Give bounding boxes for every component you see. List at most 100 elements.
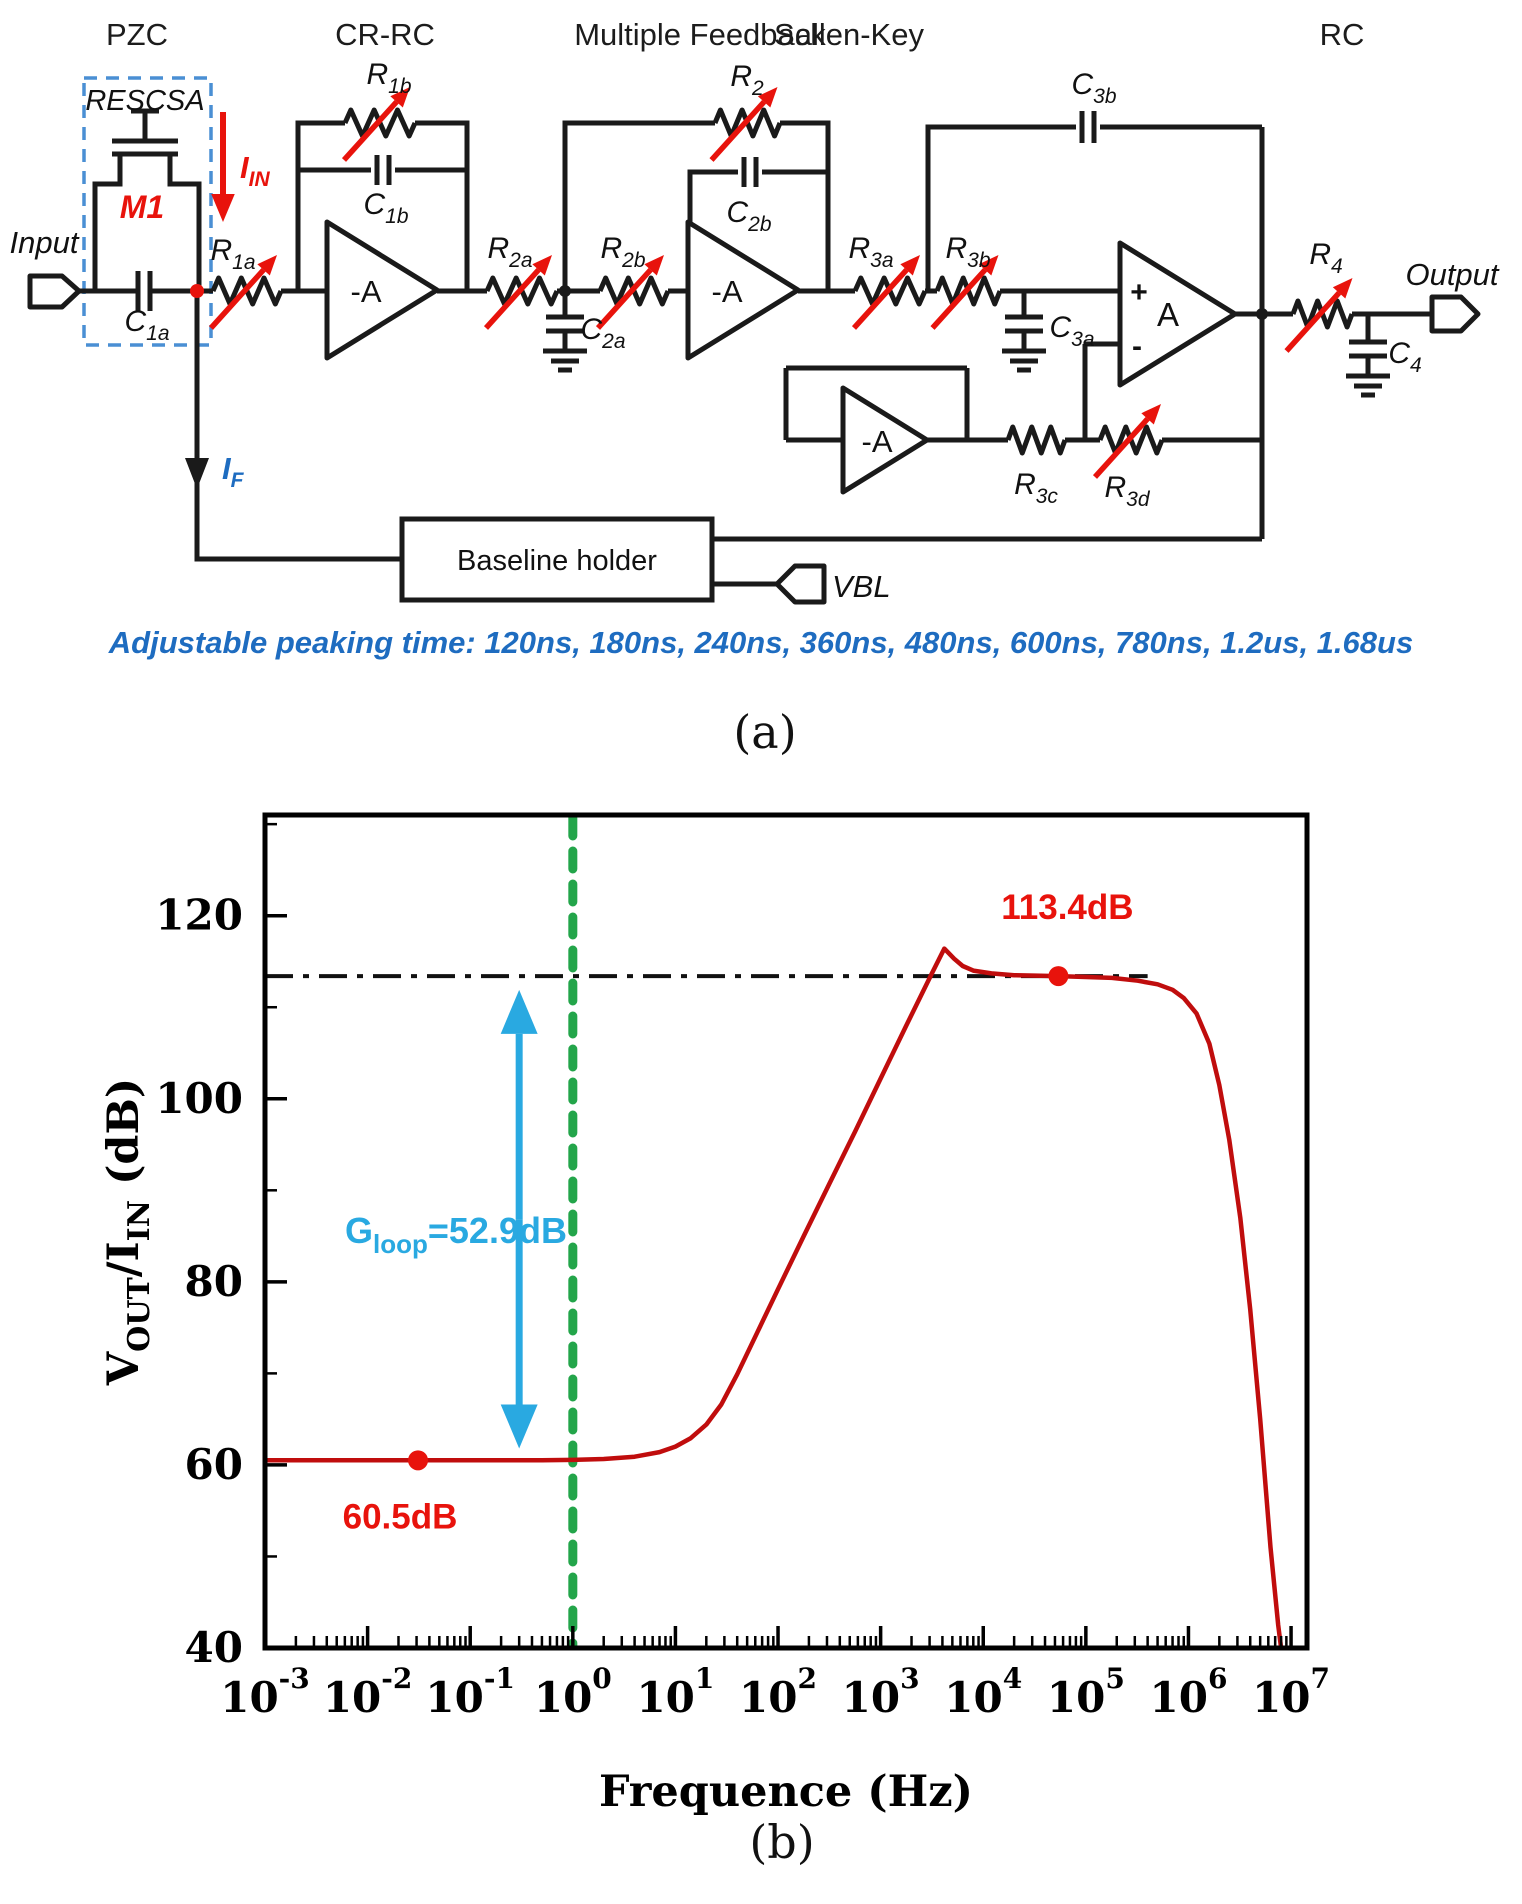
x-tick-label: 106	[1149, 1662, 1227, 1722]
var-arrow-r2a	[483, 267, 541, 330]
var-arrow-r3d-head	[1141, 404, 1161, 425]
rescsa-label: RESCSA	[85, 85, 204, 117]
r3d-label: R3d	[1104, 471, 1150, 511]
r3b-label: R3b	[945, 232, 990, 272]
x-tick-label: 10-2	[323, 1662, 413, 1722]
x-tick-label: 10-3	[220, 1662, 310, 1722]
amp-mfb-label: -A	[712, 274, 743, 309]
r4-label: R4	[1309, 238, 1342, 278]
y-tick-label: 40	[185, 1623, 243, 1672]
stage-title-pzc: PZC	[106, 17, 168, 52]
var-arrow-r1b-head	[390, 87, 410, 108]
y-tick-label: 60	[185, 1440, 243, 1489]
c2a-label: C2a	[580, 313, 625, 353]
input-node-dot	[190, 284, 204, 298]
gain-arrow-down-head	[500, 1404, 538, 1449]
y-tick-label: 100	[155, 1074, 243, 1123]
plot-frame	[262, 812, 1310, 1651]
c4-label: C4	[1388, 337, 1421, 377]
y-axis-label: VOUT/IIN (dB)	[99, 1078, 157, 1386]
circuit-schematic: PZC CR-RC Multiple Feedback Sallen-Key R…	[10, 17, 1500, 759]
var-arrow-r1a	[208, 267, 266, 330]
var-arrow-r2a-head	[532, 255, 552, 276]
vbl-label: VBL	[832, 569, 891, 604]
x-tick-label: 10-1	[425, 1662, 515, 1722]
marker-label: 60.5dB	[343, 1497, 458, 1536]
amp-buffer-triangle	[840, 385, 930, 495]
var-arrow-r1a-head	[257, 255, 277, 276]
x-tick-label: 104	[944, 1662, 1022, 1722]
panel-b-label: (b)	[749, 1815, 814, 1869]
c3a-label: C3a	[1049, 311, 1094, 351]
amp-buffer-label: -A	[862, 424, 893, 459]
var-arrow-r2-head	[757, 87, 778, 108]
iin-label: IIN	[240, 150, 270, 191]
baseline-holder-label: Baseline holder	[457, 545, 657, 577]
c3b-label: C3b	[1071, 68, 1116, 108]
circuit-wires	[78, 108, 1432, 587]
y-tick-label: 80	[185, 1257, 243, 1306]
x-tick-label: 101	[636, 1662, 714, 1722]
r3a-label: R3a	[848, 232, 893, 272]
transfer-function-curve	[266, 946, 1284, 1649]
var-arrow-r3b-head	[978, 255, 999, 276]
var-arrow-r2b	[595, 267, 653, 330]
chart-root: Gloop=52.9dB 60.5dB 113.4dB 10-3 10-2 10-1 100…	[99, 812, 1330, 1817]
x-tick-label: 102	[739, 1662, 817, 1722]
m1-label: M1	[120, 189, 164, 225]
opamp-a-label: A	[1157, 296, 1179, 333]
stage-title-crrc: CR-RC	[335, 17, 435, 52]
output-terminal	[1429, 294, 1481, 334]
x-tick-label: 103	[842, 1662, 920, 1722]
node-dot	[1256, 308, 1268, 320]
amp-crrc-label: -A	[351, 274, 382, 309]
stage-title-sallen-key: Sallen-Key	[774, 17, 924, 52]
panel-a-label: (a)	[733, 705, 796, 759]
r2a-label: R2a	[487, 232, 532, 272]
opamp-minus-input-label: -	[1132, 330, 1142, 363]
r1a-label: R1a	[210, 234, 255, 274]
var-arrow-r4-head	[1332, 278, 1353, 299]
c2b-label: C2b	[726, 196, 771, 236]
baseline-holder-box	[399, 516, 715, 603]
var-arrow-r3a-head	[900, 255, 920, 276]
opamp-plus-input-label: +	[1130, 276, 1148, 309]
c1a-label: C1a	[124, 305, 169, 345]
marker-dot	[1048, 966, 1069, 987]
x-tick-label: 107	[1252, 1662, 1330, 1722]
marker-label: 113.4dB	[1001, 888, 1133, 927]
bode-plot: Gloop=52.9dB 60.5dB 113.4dB 10-3 10-2 10-1 100…	[99, 812, 1330, 1869]
x-tick-label: 105	[1047, 1662, 1125, 1722]
var-arrow-r4	[1284, 290, 1342, 353]
x-tick-label: 100	[534, 1662, 612, 1722]
if-arrowhead	[185, 458, 209, 489]
iin-arrow-head	[211, 194, 235, 222]
input-label: Input	[10, 225, 80, 260]
input-terminal	[27, 273, 82, 310]
var-arrow-r2	[709, 99, 767, 162]
marker-dot	[408, 1450, 429, 1471]
node-dot	[559, 285, 571, 297]
c1b-label: C1b	[363, 188, 408, 228]
var-arrow-r3b	[930, 267, 988, 330]
var-arrow-r1b	[341, 99, 399, 162]
output-label: Output	[1405, 257, 1499, 292]
stage-title-rc: RC	[1320, 17, 1365, 52]
resistor-r3c	[1005, 424, 1068, 456]
opamp-sk-triangle	[1117, 240, 1238, 388]
peaking-time-caption: Adjustable peaking time: 120ns, 180ns, 2…	[108, 625, 1413, 660]
r3c-label: R3c	[1014, 468, 1058, 508]
gain-arrow-up-head	[500, 989, 538, 1034]
var-arrow-r2b-head	[644, 255, 664, 276]
var-arrow-r3d	[1092, 416, 1150, 479]
amp-crrc-triangle	[324, 219, 440, 361]
amp-mfb-triangle	[685, 219, 801, 361]
vbl-terminal	[774, 563, 827, 605]
var-arrow-r3a	[851, 267, 909, 330]
stage-title-multiple-feedback: Multiple Feedback	[574, 17, 826, 52]
circuit-parts	[135, 87, 1390, 495]
gloop-label: Gloop=52.9dB	[345, 1210, 567, 1259]
x-axis-label: Frequence (Hz)	[599, 1767, 973, 1817]
if-label: IF	[222, 451, 245, 492]
